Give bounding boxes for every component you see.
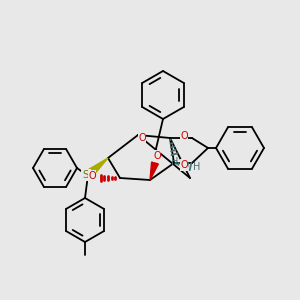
Text: O: O: [88, 171, 96, 181]
Text: O: O: [180, 160, 188, 170]
Polygon shape: [150, 162, 158, 180]
Text: O: O: [180, 131, 188, 141]
Text: H: H: [193, 162, 201, 172]
Text: O: O: [138, 133, 146, 143]
Text: H: H: [171, 157, 179, 167]
Polygon shape: [85, 158, 108, 178]
Text: S: S: [83, 170, 89, 180]
Text: O: O: [153, 151, 161, 161]
